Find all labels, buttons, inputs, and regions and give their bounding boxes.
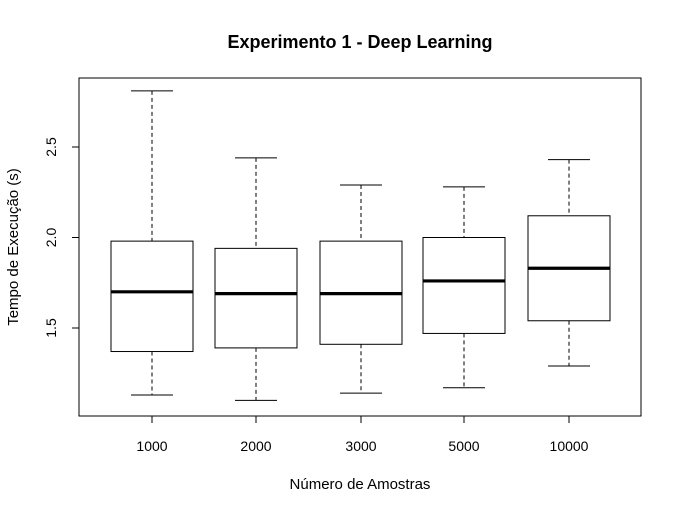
y-tick-label: 2.0 xyxy=(43,228,59,248)
x-tick-label: 10000 xyxy=(550,438,589,454)
box-5000 xyxy=(422,186,506,389)
y-tick-label: 1.5 xyxy=(43,318,59,338)
chart-title: Experimento 1 - Deep Learning xyxy=(227,32,492,52)
iqr-box xyxy=(214,247,298,349)
x-tick-label: 5000 xyxy=(448,438,479,454)
x-tick-label: 1000 xyxy=(136,438,167,454)
iqr-box xyxy=(110,240,194,353)
box-3000 xyxy=(319,184,403,394)
boxes-group xyxy=(110,90,611,401)
y-tick-label: 2.5 xyxy=(43,137,59,157)
box-10000 xyxy=(527,159,611,367)
y-axis-label: Tempo de Execução (s) xyxy=(5,168,22,326)
x-tick-label: 2000 xyxy=(240,438,271,454)
x-axis: 1000 2000 3000 5000 10000 xyxy=(136,415,589,454)
iqr-box xyxy=(422,237,506,334)
y-axis: 1.5 2.0 2.5 xyxy=(43,137,80,338)
box-1000 xyxy=(110,90,194,396)
x-axis-label: Número de Amostras xyxy=(290,476,431,493)
x-tick-label: 3000 xyxy=(345,438,376,454)
box-2000 xyxy=(214,157,298,401)
